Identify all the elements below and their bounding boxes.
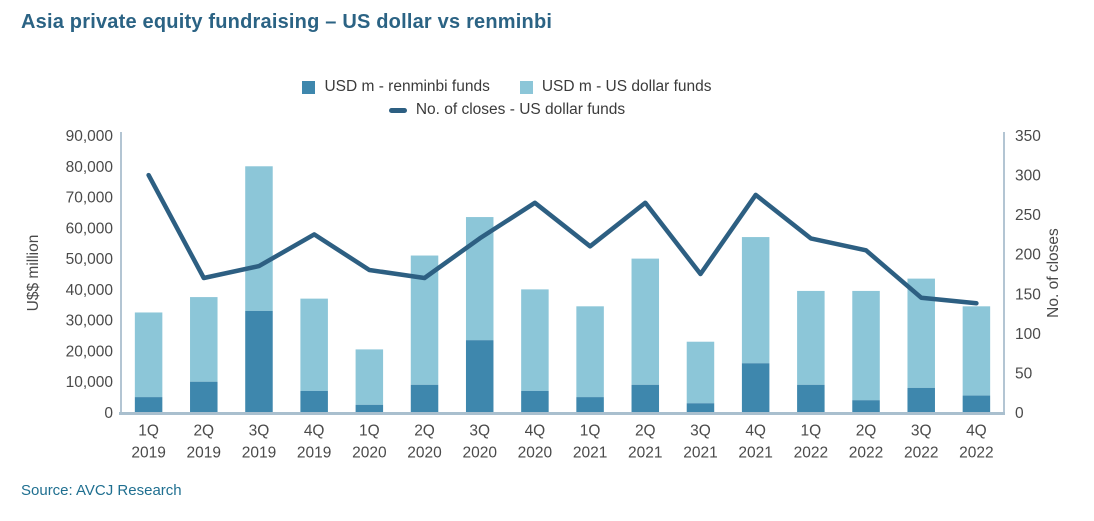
left-axis-tick-label: 0 xyxy=(104,405,113,422)
right-axis-tick-label: 0 xyxy=(1015,405,1024,422)
left-axis-tick-label: 70,000 xyxy=(66,190,114,207)
bar-segment-renminbi-funds xyxy=(300,390,328,413)
legend-label-renminbi-funds: USD m - renminbi funds xyxy=(324,78,490,95)
bar-segment-us-dollar-funds xyxy=(962,306,991,396)
source-text: Source: AVCJ Research xyxy=(21,482,182,499)
bar-segment-renminbi-funds xyxy=(576,397,604,413)
left-axis-tick-label: 40,000 xyxy=(66,282,114,299)
chart-title: Asia private equity fundraising – US dol… xyxy=(21,11,553,33)
left-axis-tick-label: 50,000 xyxy=(66,251,114,268)
left-axis-tick-label: 90,000 xyxy=(66,128,114,145)
left-axis-tick-label: 20,000 xyxy=(66,343,114,360)
left-axis-tick-label: 80,000 xyxy=(66,159,114,176)
bar-segment-renminbi-funds xyxy=(686,403,715,413)
legend-row-2: No. of closes - US dollar funds xyxy=(388,101,626,119)
left-axis-tick-label: 10,000 xyxy=(66,374,114,391)
bar-segment-renminbi-funds xyxy=(631,384,660,413)
bar-segment-us-dollar-funds xyxy=(631,258,660,385)
legend-item-renminbi-funds: USD m - renminbi funds xyxy=(302,78,490,96)
left-axis-tick-label: 30,000 xyxy=(66,313,114,330)
x-axis-tick-label: 3Q 2019 xyxy=(242,423,276,462)
bar-segment-renminbi-funds xyxy=(465,340,494,413)
right-axis-tick-label: 100 xyxy=(1015,326,1041,343)
bar-segment-us-dollar-funds xyxy=(300,298,328,391)
x-axis-tick-label: 2Q 2019 xyxy=(187,423,221,462)
legend-label-us-dollar-funds: USD m - US dollar funds xyxy=(541,78,712,95)
bar-segment-renminbi-funds xyxy=(245,310,273,413)
bar-segment-renminbi-funds xyxy=(190,381,218,413)
left-axis-title: U$$ million xyxy=(25,235,42,312)
x-axis-tick-label: 1Q 2020 xyxy=(352,423,387,462)
bar-segment-us-dollar-funds xyxy=(797,290,825,385)
bar-segment-renminbi-funds xyxy=(355,404,384,413)
bar-segment-us-dollar-funds xyxy=(245,166,273,311)
bar-segment-us-dollar-funds xyxy=(686,341,715,404)
bar-segment-us-dollar-funds xyxy=(465,217,494,341)
right-axis-tick-label: 300 xyxy=(1015,168,1041,185)
bar-segment-renminbi-funds xyxy=(410,384,439,413)
legend-label-no-of-closes: No. of closes - US dollar funds xyxy=(415,101,626,118)
right-axis-tick-label: 50 xyxy=(1015,365,1033,382)
right-axis-tick-label: 250 xyxy=(1015,207,1041,224)
bar-segment-us-dollar-funds xyxy=(852,290,880,401)
bar-segment-renminbi-funds xyxy=(962,395,991,413)
bar-segment-us-dollar-funds xyxy=(355,349,384,405)
legend-item-us-dollar-funds: USD m - US dollar funds xyxy=(519,78,712,96)
x-axis-tick-label: 2Q 2022 xyxy=(849,423,883,462)
x-axis-tick-label: 2Q 2021 xyxy=(628,423,662,462)
bar-segment-us-dollar-funds xyxy=(134,312,163,398)
x-axis-tick-label: 1Q 2019 xyxy=(131,423,165,462)
legend-row-1: USD m - renminbi funds USD m - US dollar… xyxy=(302,78,712,96)
bar-segment-renminbi-funds xyxy=(521,390,549,413)
x-axis-tick-label: 1Q 2021 xyxy=(573,423,607,462)
closes-line-marker-icon xyxy=(388,107,407,113)
bar-segment-renminbi-funds xyxy=(134,397,163,413)
right-axis-title: No. of closes xyxy=(1045,228,1062,318)
x-axis-tick-label: 3Q 2022 xyxy=(904,423,938,462)
closes-line xyxy=(146,172,979,306)
x-axis-tick-label: 3Q 2021 xyxy=(683,423,717,462)
right-axis-tick-label: 350 xyxy=(1015,128,1041,145)
renminbi-funds-swatch-icon xyxy=(302,80,316,94)
legend-item-no-of-closes: No. of closes - US dollar funds xyxy=(388,101,626,119)
right-axis-tick-label: 150 xyxy=(1015,286,1041,303)
legend: USD m - renminbi funds USD m - US dollar… xyxy=(0,78,1014,119)
x-axis-tick-label: 3Q 2020 xyxy=(462,423,497,462)
bar-segment-renminbi-funds xyxy=(797,384,825,413)
bar-segment-renminbi-funds xyxy=(907,387,935,413)
us-dollar-funds-swatch-icon xyxy=(519,80,533,94)
right-axis-tick-label: 200 xyxy=(1015,247,1041,264)
bar-segment-renminbi-funds xyxy=(741,363,770,413)
x-axis-tick-label: 2Q 2020 xyxy=(407,423,442,462)
bar-segment-renminbi-funds xyxy=(852,400,880,413)
left-axis-tick-label: 60,000 xyxy=(66,220,114,237)
bar-segment-us-dollar-funds xyxy=(576,306,604,398)
bar-segment-us-dollar-funds xyxy=(190,297,218,382)
x-axis-tick-label: 4Q 2021 xyxy=(738,423,772,462)
x-axis-tick-label: 4Q 2020 xyxy=(518,423,553,462)
x-axis-tick-label: 1Q 2022 xyxy=(794,423,828,462)
bar-segment-us-dollar-funds xyxy=(741,237,770,364)
bar-segment-us-dollar-funds xyxy=(521,289,549,391)
x-axis-tick-label: 4Q 2019 xyxy=(297,423,331,462)
x-axis-tick-label: 4Q 2022 xyxy=(959,423,993,462)
